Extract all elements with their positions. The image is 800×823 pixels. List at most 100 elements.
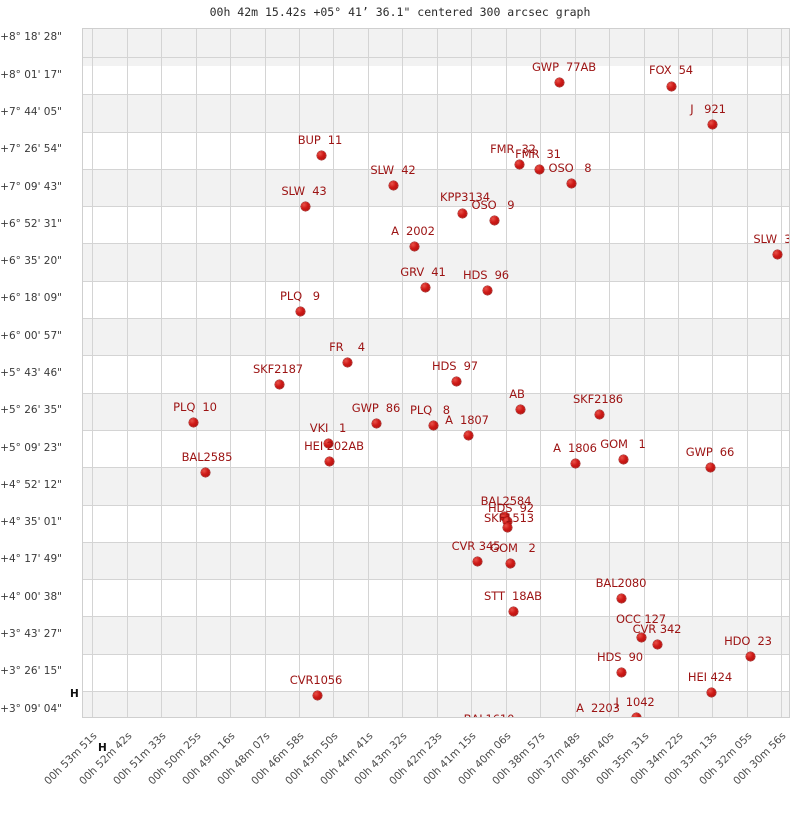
point-label: GOM 1 [600,437,646,451]
data-point[interactable] [705,462,715,472]
gridline-vertical [712,29,714,717]
data-point[interactable] [472,556,482,566]
data-point[interactable] [618,454,628,464]
data-point[interactable] [515,404,525,414]
data-point[interactable] [505,558,515,568]
data-point[interactable] [409,241,419,251]
y-axis-tick-label: +7° 26' 54" [0,143,62,156]
gridline-vertical [677,29,679,717]
data-point[interactable] [570,458,580,468]
data-point[interactable] [707,119,717,129]
point-label: OSO 8 [548,161,592,175]
point-label: BAL2080 [595,576,647,590]
point-label: KPP3134 [440,190,490,204]
y-axis-tick-label: +6° 18' 09" [0,292,62,305]
y-axis-tick-label: +4° 17' 49" [0,553,62,566]
data-point[interactable] [666,81,676,91]
point-label: FMR 31 [515,147,561,161]
data-point[interactable] [312,690,322,700]
data-point[interactable] [482,285,492,295]
gridline-horizontal [83,392,789,394]
data-point[interactable] [489,215,499,225]
data-point[interactable] [508,606,518,616]
point-label: SLW 30 [753,232,789,246]
point-label: A 2002 [391,224,435,238]
data-point[interactable] [323,438,333,448]
data-point[interactable] [316,150,326,160]
data-point[interactable] [457,208,467,218]
y-axis-tick-label: +8° 18' 28" [0,31,62,44]
data-point[interactable] [300,201,310,211]
data-point[interactable] [534,164,544,174]
data-point[interactable] [274,379,284,389]
gridline-horizontal [83,206,789,208]
point-label: OCC 127 [615,612,667,626]
page-title: 00h 42m 15.42s +05° 41’ 36.1" centered 3… [209,5,591,19]
y-axis-tick-label: +4° 52' 12" [0,478,62,491]
data-point[interactable] [451,376,461,386]
y-axis-tick-label: +4° 35' 01" [0,516,62,529]
gridline-vertical [471,29,473,717]
data-point[interactable] [463,430,473,440]
data-point[interactable] [200,467,210,477]
point-label: SKF2186 [572,392,624,406]
gridline-vertical [574,29,576,717]
row-band [83,541,789,580]
data-point[interactable] [616,593,626,603]
row-band [83,318,789,356]
y-axis-tick-label: +5° 26' 35" [0,404,62,417]
data-point[interactable] [772,249,782,259]
data-point[interactable] [566,178,576,188]
point-label: A 1806 [553,441,597,455]
data-point[interactable] [652,639,662,649]
point-label: HDS 96 [462,268,510,282]
data-point[interactable] [706,687,716,697]
point-label: GWP 86 [351,401,401,415]
data-point[interactable] [514,159,524,169]
gridline-vertical [367,29,369,717]
data-point[interactable] [388,180,398,190]
data-point[interactable] [616,667,626,677]
point-label: STT 18AB [484,589,542,603]
data-point[interactable] [502,522,512,532]
data-point[interactable] [295,306,305,316]
point-label: HDS 97 [431,359,479,373]
data-point[interactable] [342,357,352,367]
gridline-horizontal [83,318,789,320]
point-label: HDS 90 [596,650,644,664]
data-point[interactable] [554,77,564,87]
row-band [83,94,789,132]
y-axis-tick-label: +7° 44' 05" [0,105,62,118]
gridline-vertical [781,29,783,717]
gridline-vertical [264,29,266,717]
data-point[interactable] [745,651,755,661]
gridline-vertical [540,29,542,717]
point-label: FMR 32 [490,142,536,156]
data-point[interactable] [631,712,641,717]
data-point[interactable] [502,516,512,526]
star-chart-page: 00h 42m 15.42s +05° 41’ 36.1" centered 3… [0,5,790,787]
data-point[interactable] [499,511,509,521]
y-axis-tick-label: +5° 43' 46" [0,367,62,379]
data-point[interactable] [420,282,430,292]
y-axis-tick-label: +5° 09' 23" [0,441,62,454]
point-label: CVR 345 [451,539,501,553]
point-label: PLQ 8 [410,403,450,417]
gridline-vertical [230,29,232,717]
gridline-vertical [643,29,645,717]
point-label: FOX 54 [648,63,694,77]
data-point[interactable] [371,418,381,428]
data-point[interactable] [428,420,438,430]
data-point[interactable] [636,632,646,642]
gridline-horizontal [83,541,789,543]
gridline-horizontal [83,429,789,431]
data-point[interactable] [594,409,604,419]
data-point[interactable] [188,417,198,427]
point-label: FR 4 [329,340,365,354]
point-label: BAL2584 [480,494,532,508]
point-label: J 1042 [615,695,655,709]
point-label: BAL1610 [464,712,515,717]
data-point[interactable] [324,456,334,466]
point-label: J 921 [690,102,726,116]
plot-area[interactable]: GWP 77AB FOX 54 J 921 BUP 11 FMR 32 FMR 31 OSO… [82,28,790,718]
